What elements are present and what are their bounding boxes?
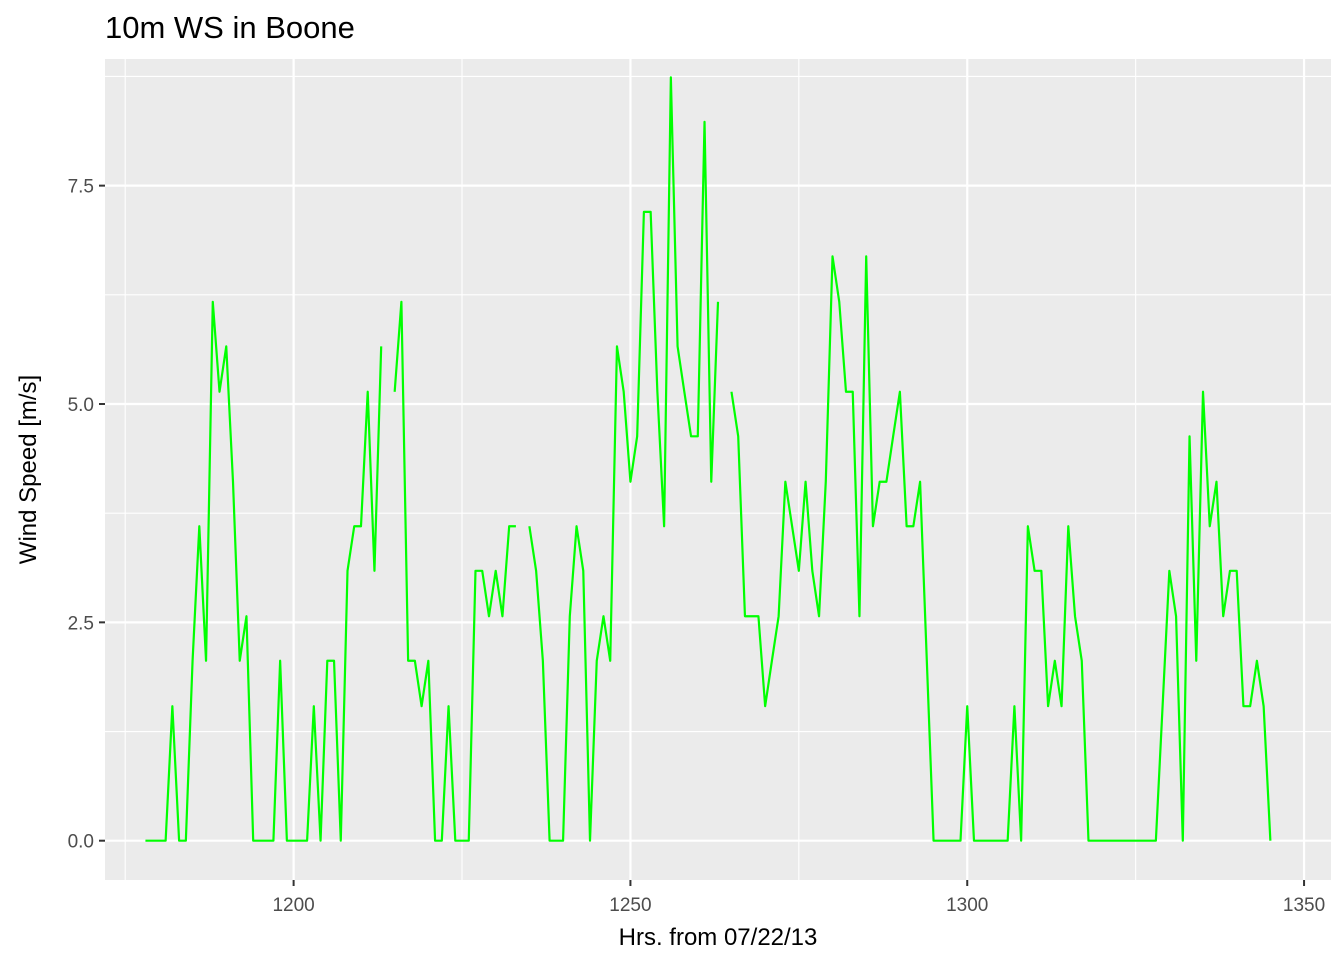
plot-panel [105, 59, 1331, 880]
y-axis-title: Wind Speed [m/s] [15, 375, 42, 564]
chart-title: 10m WS in Boone [105, 10, 355, 45]
minor-gridlines [105, 59, 1331, 880]
x-tick-label: 1250 [609, 895, 651, 916]
x-tick-label: 1300 [946, 895, 988, 916]
axis-ticks [99, 184, 1306, 886]
x-tick-label: 1350 [1283, 895, 1325, 916]
y-tick-label: 5.0 [68, 395, 94, 416]
y-tick-label: 2.5 [68, 613, 94, 634]
y-tick-label: 0.0 [68, 832, 94, 853]
tick-labels: 1200 1250 1300 1350 0.0 2.5 5.0 7.5 [68, 177, 1326, 916]
x-axis-title: Hrs. from 07/22/13 [619, 924, 818, 951]
x-tick-label: 1200 [272, 895, 314, 916]
y-tick-label: 7.5 [68, 177, 94, 198]
series-layer [145, 76, 1272, 842]
series-line [145, 76, 1272, 842]
